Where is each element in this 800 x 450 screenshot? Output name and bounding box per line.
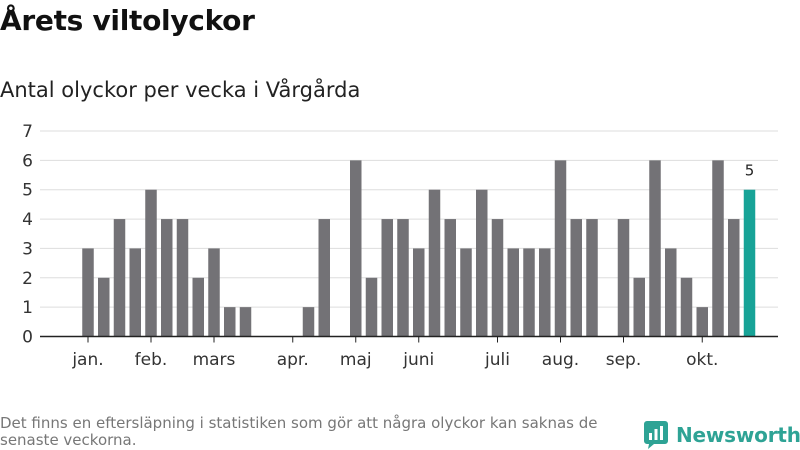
bar	[523, 248, 535, 337]
x-tick-label: juni	[402, 350, 434, 370]
bar	[649, 160, 661, 337]
bar	[696, 307, 708, 337]
newsworthy-logo-icon	[644, 421, 668, 449]
y-tick-label: 7	[22, 122, 33, 142]
bar	[554, 160, 567, 337]
x-tick-label: mars	[193, 350, 236, 370]
data-label: 5	[745, 162, 755, 180]
bar	[617, 219, 630, 337]
y-tick-label: 1	[22, 298, 33, 318]
footnote: Det finns en eftersläpning i statistiken…	[0, 414, 598, 449]
x-tick-label: maj	[340, 350, 372, 370]
bar	[413, 248, 425, 337]
bar	[239, 307, 252, 337]
bar	[570, 219, 582, 337]
bar	[350, 160, 362, 337]
chart-subtitle: Antal olyckor per vecka i Vårgårda	[0, 78, 361, 102]
bar	[397, 219, 409, 337]
bar	[318, 219, 330, 337]
bar	[129, 248, 141, 337]
x-tick-label: juli	[484, 350, 510, 370]
bar	[665, 248, 677, 337]
bar	[586, 219, 598, 337]
x-tick-label: feb.	[135, 350, 168, 370]
x-tick-label: sep.	[606, 350, 642, 370]
y-tick-label: 0	[22, 328, 33, 348]
bar	[365, 277, 378, 337]
bar	[161, 219, 173, 337]
x-tick-label: jan.	[71, 350, 103, 370]
bar	[507, 248, 519, 337]
bar	[98, 277, 110, 337]
bar-highlight	[743, 189, 756, 337]
bar	[82, 248, 94, 337]
bar	[491, 219, 504, 337]
bar	[113, 219, 126, 337]
chart-title: Årets viltolyckor	[0, 4, 255, 37]
y-tick-label: 6	[22, 151, 33, 171]
bar	[192, 277, 204, 337]
bar	[145, 189, 157, 337]
bar	[208, 248, 220, 337]
bar	[680, 277, 693, 337]
y-tick-label: 3	[22, 239, 33, 259]
brand-name: Newsworthy	[676, 423, 800, 447]
y-tick-label: 5	[22, 181, 33, 201]
y-tick-label: 2	[22, 269, 33, 289]
bar	[728, 219, 740, 337]
x-tick-label: okt.	[686, 350, 718, 370]
bar	[176, 219, 189, 337]
bar	[539, 248, 551, 337]
bar	[712, 160, 724, 337]
bar	[476, 189, 488, 337]
x-tick-label: aug.	[542, 350, 579, 370]
bar	[460, 248, 472, 337]
bar	[381, 219, 393, 337]
x-tick-label: apr.	[277, 350, 309, 370]
bar	[428, 189, 441, 337]
bar	[224, 307, 236, 337]
bar	[444, 219, 456, 337]
newsworthy-logo: Newsworthy	[644, 420, 800, 450]
bar	[633, 277, 645, 337]
bar	[302, 307, 315, 337]
y-tick-label: 4	[22, 210, 33, 230]
